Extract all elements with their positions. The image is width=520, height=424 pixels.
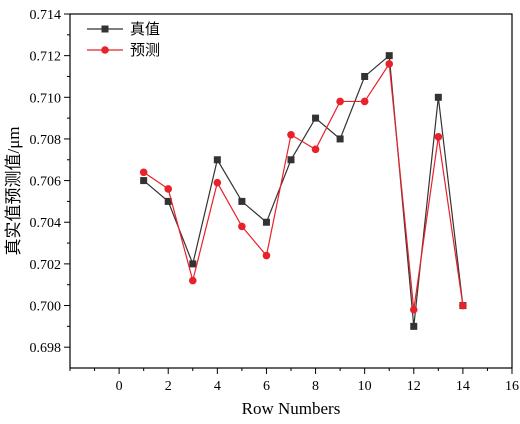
data-point: [188, 276, 197, 285]
y-tick-label: 0.706: [30, 175, 62, 190]
data-point: [287, 156, 295, 164]
x-tick-label: 16: [505, 379, 519, 394]
series-1: [139, 60, 467, 314]
y-tick-label: 0.710: [30, 91, 62, 106]
data-point: [312, 114, 320, 122]
y-axis: 0.698 0.700 0.702 0.704 0.706 0.708 0.710 0.712…: [30, 8, 70, 356]
data-point: [262, 251, 271, 260]
data-point: [434, 133, 443, 141]
legend-label-0: 真值: [130, 20, 160, 38]
legend-marker-1: [101, 46, 109, 54]
y-tick-label: 0.700: [30, 300, 62, 315]
data-point: [336, 135, 344, 143]
x-tick-label: 4: [214, 379, 221, 394]
data-point: [410, 322, 418, 330]
data-point: [164, 185, 173, 193]
data-point: [140, 177, 148, 185]
y-tick-label: 0.698: [30, 341, 62, 356]
data-point: [189, 260, 197, 268]
data-point: [213, 178, 222, 187]
data-point: [360, 97, 369, 106]
series-line-1: [143, 62, 464, 310]
data-point: [385, 52, 393, 60]
y-tick-label: 0.714: [30, 8, 62, 23]
x-tick-label: 14: [456, 379, 470, 394]
data-point: [409, 305, 418, 314]
series-layer: [139, 52, 467, 330]
x-tick-label: 8: [312, 379, 319, 394]
y-tick-label: 0.712: [30, 50, 62, 65]
y-tick-label: 0.704: [30, 216, 62, 231]
data-point: [139, 168, 148, 177]
y-tick-label: 0.708: [30, 133, 62, 148]
data-point: [336, 97, 344, 106]
data-point: [262, 218, 270, 226]
legend-marker-0: [101, 25, 109, 33]
data-point: [287, 130, 295, 139]
data-point: [385, 60, 394, 68]
data-point: [361, 72, 369, 80]
x-axis: 0 2 4 6 8 10 12 14 16: [69, 368, 519, 394]
series-0: [140, 52, 467, 330]
x-tick-label: 12: [407, 379, 421, 394]
x-tick-label: 6: [263, 379, 270, 394]
x-tick-label: 10: [358, 379, 372, 394]
data-point: [238, 222, 246, 231]
data-point: [213, 156, 221, 164]
data-point: [164, 197, 172, 205]
x-axis-title: Row Numbers: [242, 399, 341, 418]
legend-label-1: 预测: [130, 41, 160, 59]
series-line-0: [143, 54, 464, 327]
data-point: [459, 301, 467, 310]
y-tick-label: 0.702: [30, 258, 62, 273]
data-point: [311, 145, 320, 154]
data-point: [238, 197, 246, 205]
x-tick-label: 2: [165, 379, 172, 394]
y-axis-title: 真实值预测值/μm: [4, 126, 23, 255]
data-point: [434, 93, 442, 101]
x-tick-label: 0: [116, 379, 123, 394]
